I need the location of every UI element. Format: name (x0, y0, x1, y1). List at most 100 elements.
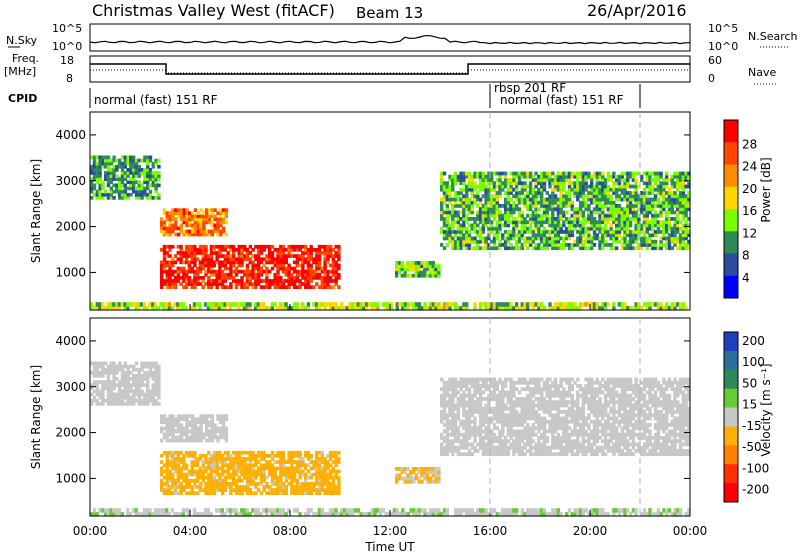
echo-cell (487, 200, 491, 205)
echo-cell (179, 226, 184, 231)
echo-cell (213, 423, 217, 428)
echo-cell (665, 223, 669, 228)
echo-cell (601, 243, 605, 247)
echo-cell (425, 479, 430, 484)
echo-cell (201, 460, 205, 464)
echo-cell (442, 380, 447, 385)
echo-cell (498, 187, 502, 192)
echo-cell (492, 194, 497, 199)
echo-cell (188, 420, 192, 425)
echo-cell (101, 192, 105, 197)
echo-cell (220, 482, 225, 486)
echo-cell (656, 226, 661, 231)
echo-cell (209, 306, 213, 311)
echo-cell (207, 269, 211, 274)
echo-cell (276, 282, 280, 286)
echo-cell (509, 390, 513, 395)
echo-cell (523, 197, 527, 202)
echo-cell (459, 236, 463, 241)
echo-cell (481, 436, 486, 440)
echo-cell (531, 191, 536, 195)
echo-cell (160, 460, 164, 464)
echo-cell (648, 204, 652, 208)
echo-cell (603, 220, 608, 225)
echo-cell (95, 306, 99, 311)
echo-cell (326, 302, 330, 307)
echo-cell (651, 213, 655, 218)
echo-cell (442, 406, 447, 411)
echo-cell (165, 254, 169, 258)
echo-cell (601, 246, 605, 251)
echo-cell (678, 184, 683, 189)
echo-cell (256, 269, 261, 274)
echo-cell (453, 390, 458, 395)
echo-cell (101, 380, 105, 384)
echo-cell (168, 491, 172, 495)
echo-cell (101, 364, 105, 369)
echo-cell (623, 194, 627, 199)
echo-cell (531, 187, 536, 192)
echo-cell (205, 423, 209, 428)
echo-cell (581, 230, 586, 234)
echo-cell (681, 194, 686, 199)
echo-cell (595, 184, 599, 189)
echo-cell (567, 230, 572, 234)
echo-cell (174, 220, 178, 225)
echo-cell (207, 229, 212, 234)
echo-cell (284, 485, 288, 489)
echo-cell (509, 442, 513, 447)
echo-cell (478, 397, 483, 401)
echo-cell (498, 210, 502, 215)
echo-cell (165, 251, 169, 255)
echo-cell (298, 279, 302, 283)
echo-cell (237, 282, 241, 286)
echo-cell (537, 302, 541, 307)
echo-cell (448, 200, 452, 205)
echo-cell (331, 257, 336, 262)
echo-cell (417, 470, 421, 474)
echo-cell (109, 186, 113, 191)
echo-cell (229, 272, 233, 277)
echo-cell (498, 243, 502, 247)
echo-cell (612, 204, 616, 208)
echo-cell (409, 473, 413, 478)
echo-cell (157, 192, 161, 197)
echo-cell (484, 178, 488, 182)
echo-cell (334, 485, 338, 489)
echo-cell (395, 273, 399, 278)
echo-cell (478, 377, 483, 382)
echo-cell (487, 410, 491, 414)
echo-cell (484, 413, 488, 418)
echo-cell (226, 463, 230, 468)
echo-cell (442, 429, 447, 434)
echo-cell (151, 370, 155, 375)
echo-cell (146, 383, 150, 387)
echo-cell (196, 429, 200, 434)
echo-cell (290, 485, 294, 489)
echo-cell (212, 269, 216, 274)
echo-cell (184, 276, 189, 280)
echo-cell (626, 178, 630, 182)
echo-cell (173, 491, 178, 495)
echo-cell (143, 177, 147, 181)
echo-cell (581, 226, 586, 231)
echo-cell (151, 183, 155, 188)
echo-cell (92, 168, 97, 172)
echo-cell (462, 207, 466, 212)
echo-cell (515, 403, 519, 408)
echo-cell (434, 273, 438, 278)
echo-cell (154, 158, 158, 163)
echo-cell (492, 387, 497, 392)
echo-cell (617, 213, 622, 218)
echo-cell (237, 454, 241, 458)
echo-cell (659, 171, 663, 176)
echo-cell (659, 236, 663, 241)
echo-cell (406, 473, 410, 478)
echo-cell (199, 423, 203, 428)
echo-cell (473, 426, 477, 431)
echo-cell (503, 406, 508, 411)
echo-cell (381, 302, 386, 307)
echo-cell (193, 223, 198, 228)
echo-cell (581, 197, 586, 202)
echo-cell (171, 229, 175, 234)
